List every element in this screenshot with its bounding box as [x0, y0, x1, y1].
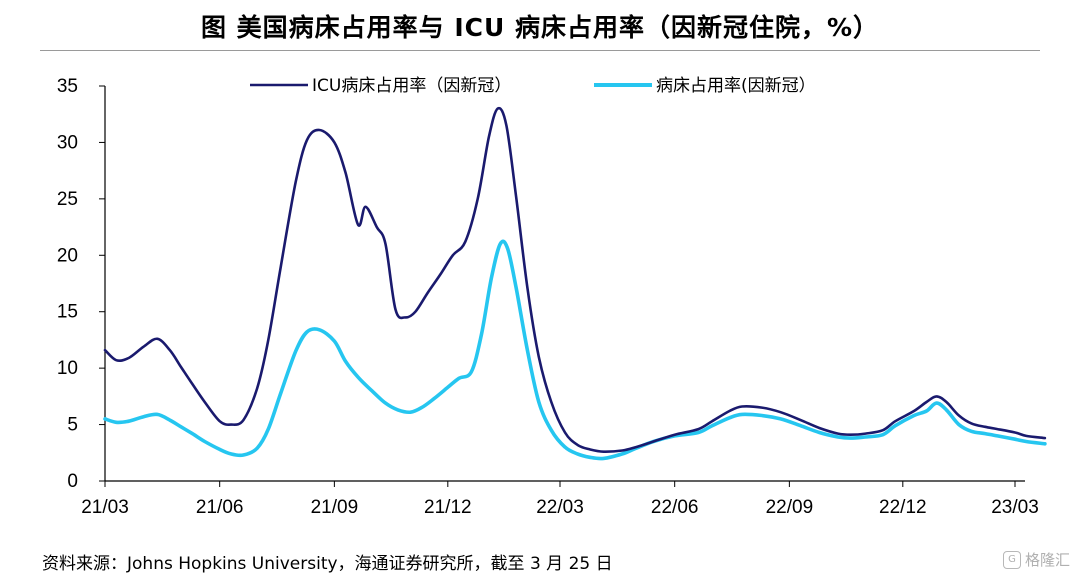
x-tick-label: 21/09 [311, 497, 359, 518]
x-tick-label: 21/06 [196, 497, 244, 518]
line-chart: 0 5 10 15 20 25 30 35 21/03 21/06 21/09 21/12 22/03 2… [57, 76, 1047, 518]
y-tick-label: 0 [67, 471, 78, 492]
y-tick-label: 5 [67, 415, 78, 436]
title-divider [40, 50, 1040, 51]
x-tick-label: 23/03 [991, 497, 1039, 518]
legend-bed-label: 病床占用率(因新冠） [656, 76, 816, 96]
x-tick-label: 21/03 [81, 497, 129, 518]
watermark: G 格隆汇 [1002, 549, 1070, 570]
y-tick-label: 20 [57, 245, 78, 266]
x-tick-label: 22/03 [536, 497, 584, 518]
y-tick-label: 15 [57, 302, 78, 323]
y-tick-label: 10 [57, 358, 78, 379]
watermark-logo-icon: G [1002, 550, 1021, 569]
x-tick-label: 21/12 [424, 497, 472, 518]
chart-title: 图 美国病床占用率与 ICU 病床占用率（因新冠住院，%） [200, 13, 880, 42]
y-tick-label: 35 [57, 76, 78, 97]
source-note: 资料来源：Johns Hopkins University，海通证券研究所，截至… [42, 554, 613, 574]
legend-icu-label: ICU病床占用率（因新冠） [312, 76, 511, 96]
x-tick-label: 22/09 [766, 497, 814, 518]
x-tick-label: 22/06 [651, 497, 699, 518]
x-tick-label: 22/12 [879, 497, 927, 518]
series-line-icu [103, 106, 1047, 454]
y-tick-label: 25 [57, 189, 78, 210]
watermark-text: 格隆汇 [1024, 551, 1070, 569]
series-line-bed [103, 239, 1047, 461]
y-tick-label: 30 [57, 132, 78, 153]
